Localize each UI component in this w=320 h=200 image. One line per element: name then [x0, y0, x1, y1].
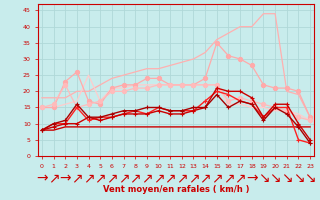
X-axis label: Vent moyen/en rafales ( km/h ): Vent moyen/en rafales ( km/h ): [103, 185, 249, 194]
